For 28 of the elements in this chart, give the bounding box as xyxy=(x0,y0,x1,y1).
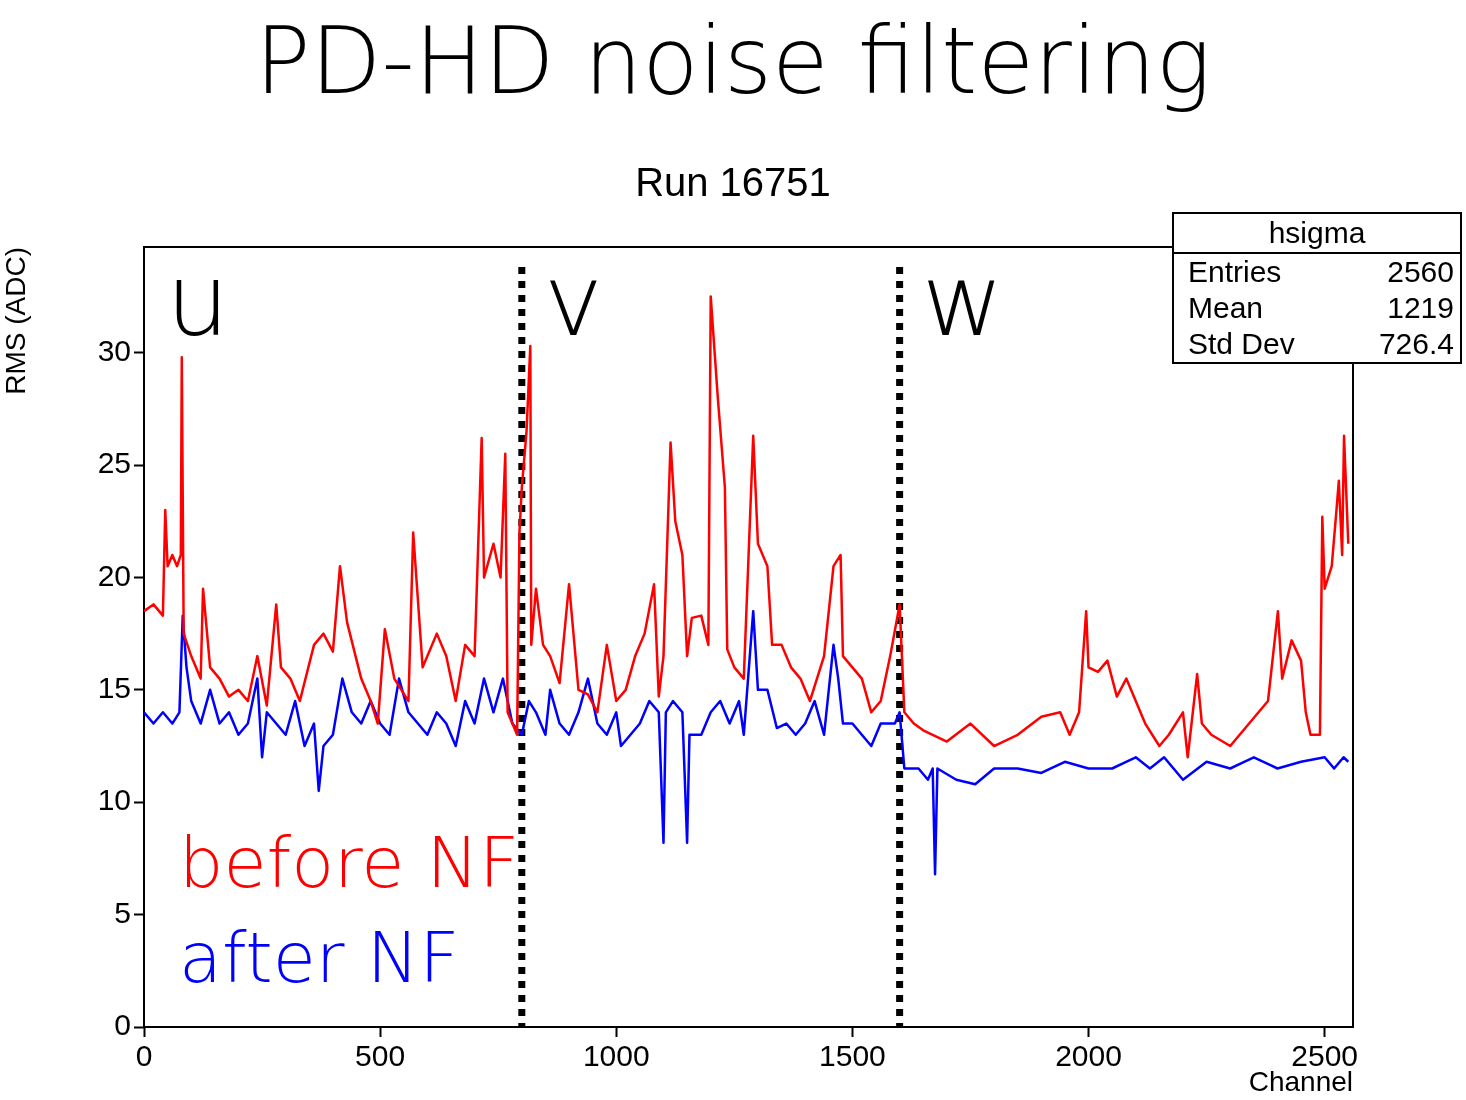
annotation: v xyxy=(543,242,603,359)
y-tick-label: 20 xyxy=(97,558,131,592)
chart-title: PD-HD noise filtering xyxy=(254,8,1212,115)
text: 2560 xyxy=(1387,255,1454,289)
series-label: before NF xyxy=(179,822,520,904)
y-tick-label: 0 xyxy=(114,1008,131,1042)
annotation: hsigma xyxy=(1174,214,1460,254)
chart-subtitle: Run 16751 xyxy=(634,160,832,205)
x-axis-title: Channel xyxy=(1248,1065,1353,1097)
y-tick-label: 25 xyxy=(97,446,131,480)
x-tick-label: 2000 xyxy=(1055,1039,1122,1073)
x-tick-label: 1000 xyxy=(582,1039,650,1073)
annotation: u xyxy=(166,242,230,359)
text: 1219 xyxy=(1387,291,1454,325)
annotation: w xyxy=(921,242,1004,359)
y-tick-label: 30 xyxy=(97,333,131,367)
annotation: Entries xyxy=(1188,255,1282,289)
x-tick-label: 500 xyxy=(355,1039,406,1073)
annotation: Std Dev xyxy=(1188,327,1295,361)
y-tick-label: 5 xyxy=(114,895,131,929)
x-tick-label: 1500 xyxy=(819,1039,886,1073)
y-tick-label: 15 xyxy=(97,671,131,705)
text: 726.4 xyxy=(1378,327,1454,361)
text: after NF xyxy=(179,917,460,999)
y-tick-label: 10 xyxy=(97,783,131,817)
y-axis-title: RMS (ADC) xyxy=(0,247,31,395)
x-tick-label: 0 xyxy=(135,1039,153,1073)
annotation: Mean xyxy=(1188,291,1264,325)
